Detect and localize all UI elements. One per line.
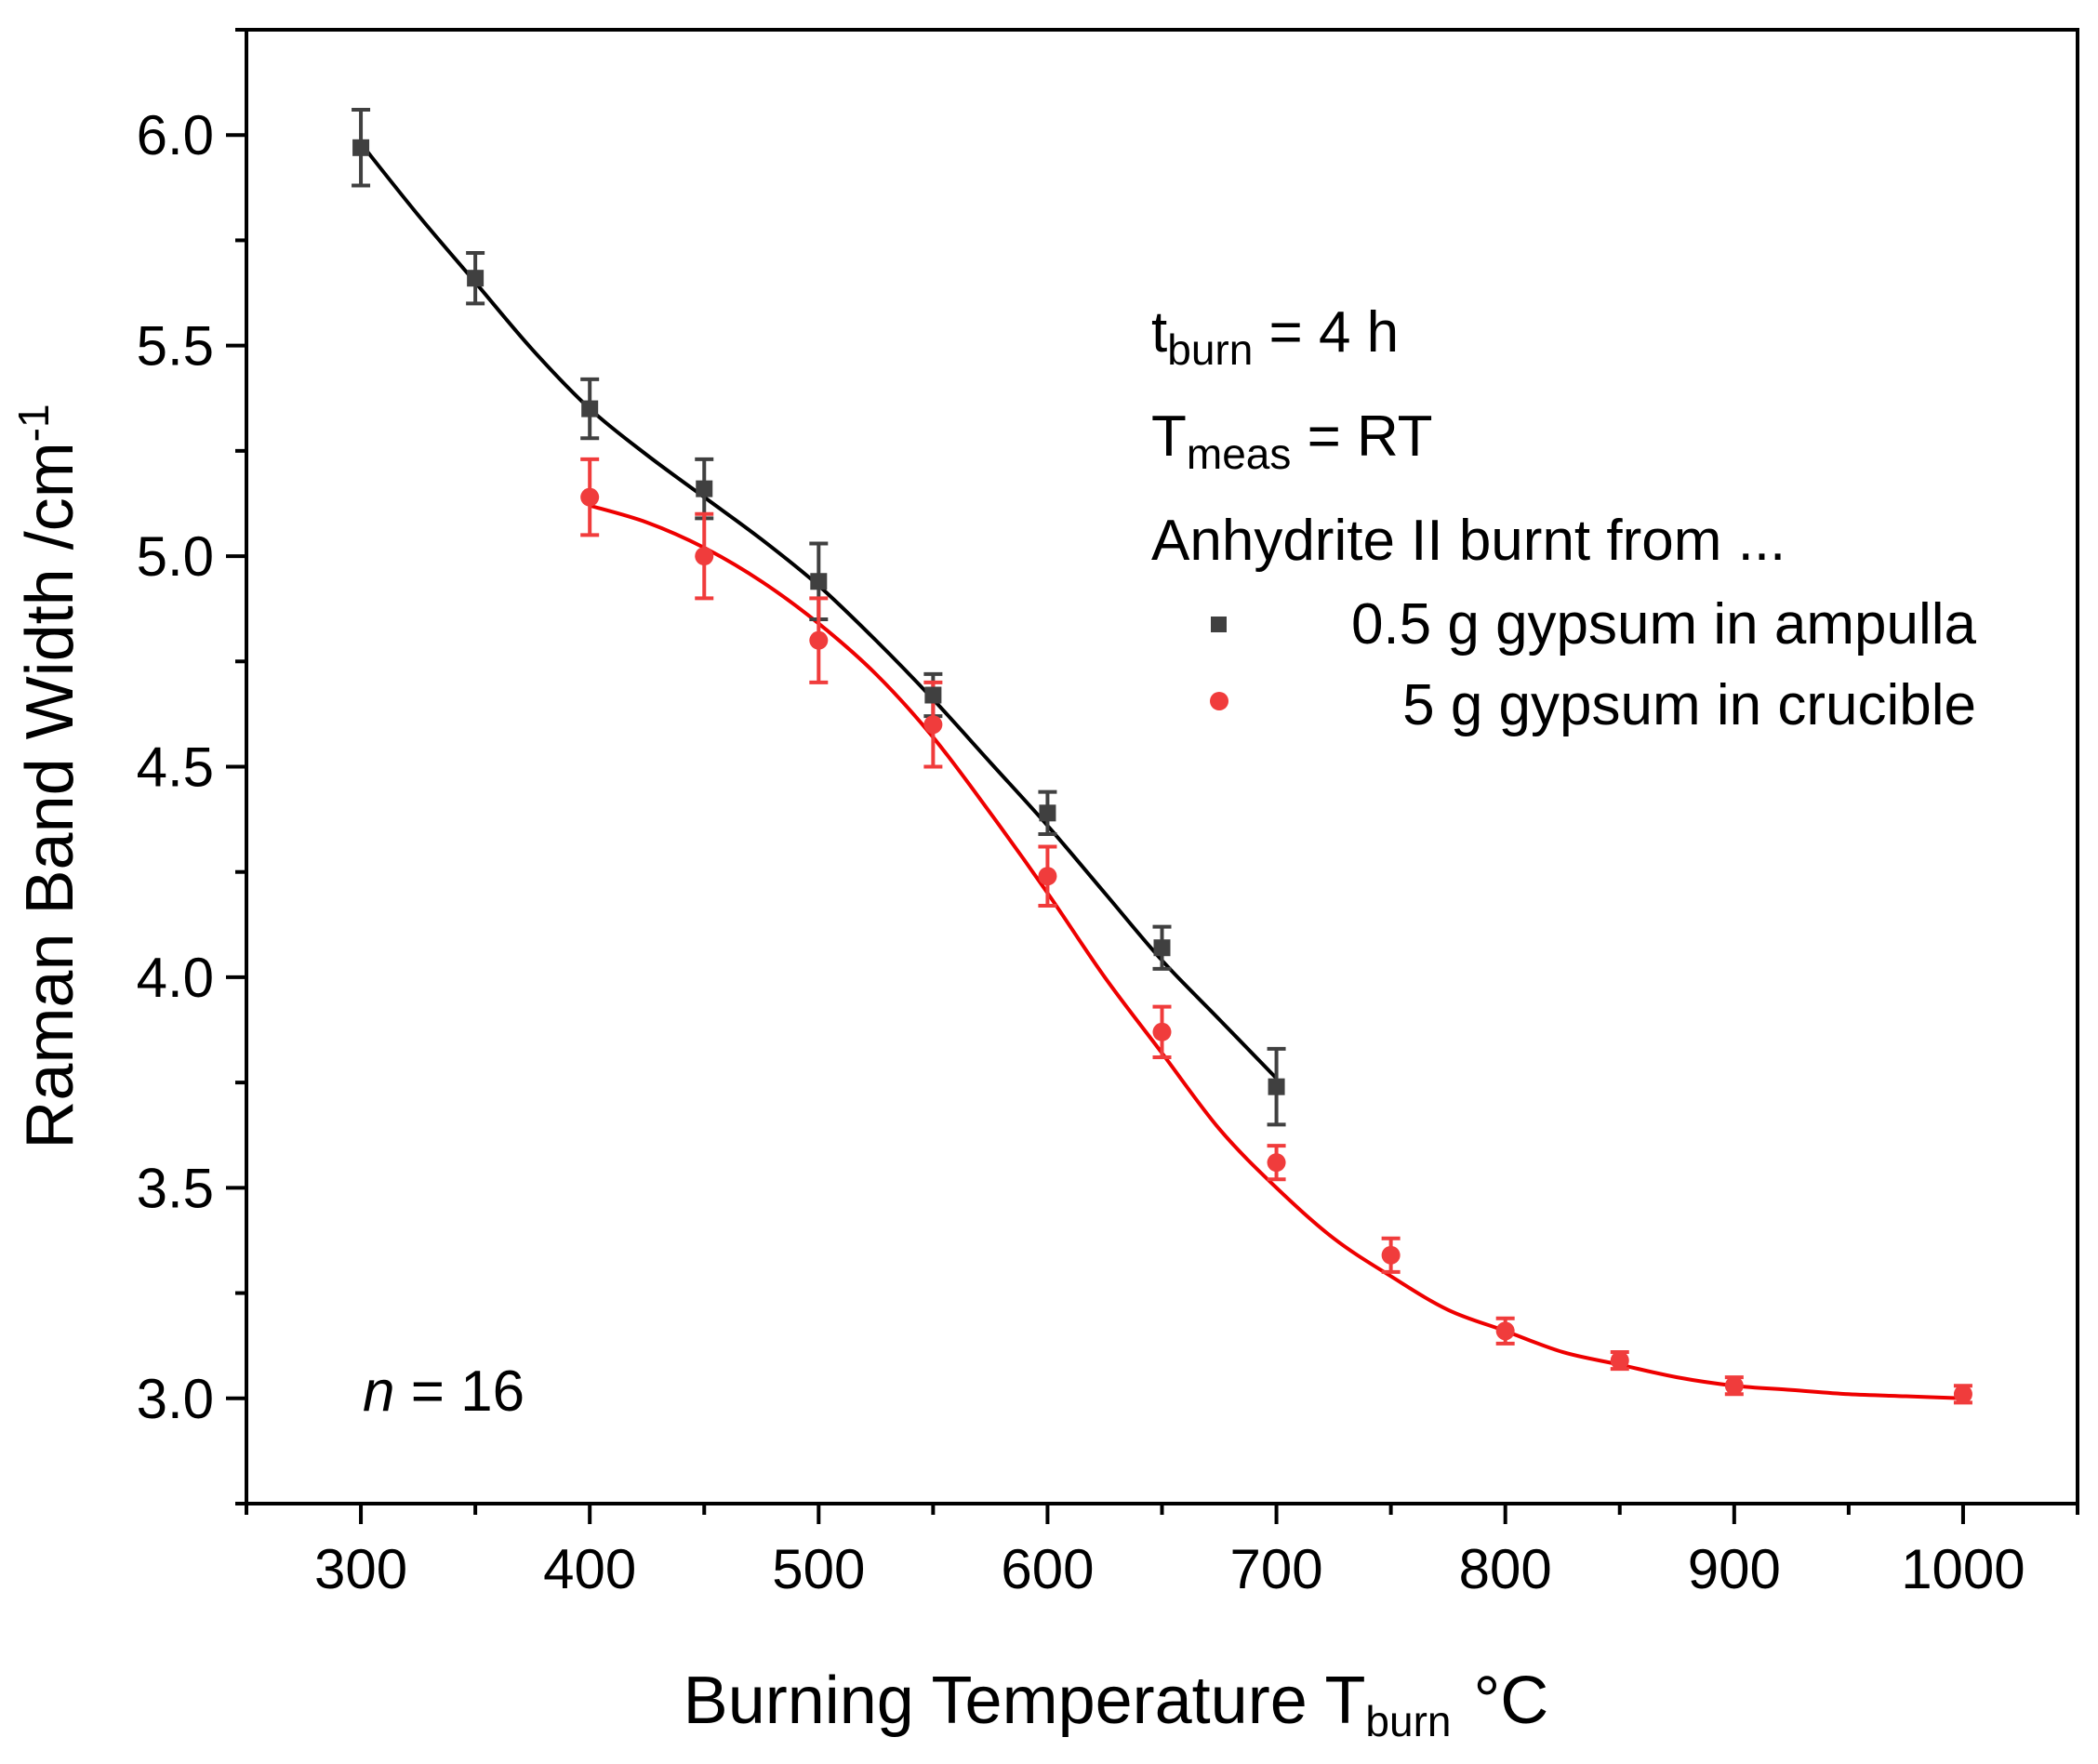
annotation-tmeas: Tmeas = RT [1151, 405, 1433, 478]
data-point-crucible [809, 630, 829, 650]
x-tick-label: 400 [543, 1538, 636, 1600]
data-point-crucible [1495, 1321, 1515, 1341]
data-point-ampulla [810, 573, 828, 590]
data-point-ampulla [1039, 804, 1056, 822]
x-axis-title: Burning Temperature Tburn °C [684, 1664, 1549, 1745]
annotation-tburn: tburn = 4 h [1151, 300, 1399, 374]
data-point-ampulla [1153, 939, 1171, 957]
data-point-crucible [1038, 867, 1057, 886]
data-point-crucible [1152, 1022, 1172, 1041]
data-point-ampulla [352, 139, 370, 156]
y-tick-label: 5.5 [137, 315, 214, 378]
axes [226, 28, 2079, 1524]
data-point-ampulla [1268, 1078, 1285, 1095]
tick-labels: 300 400 500 600 700 800 900 1000 3.0 3.5 4.0 4.5 5.0… [137, 104, 2025, 1600]
y-tick-label: 4.5 [137, 736, 214, 799]
x-tick-label: 500 [772, 1538, 865, 1600]
x-tick-label: 900 [1688, 1538, 1781, 1600]
legend-marker-circle [1210, 692, 1228, 710]
data-point-crucible [1381, 1245, 1401, 1265]
annotation-n: n = 16 [363, 1359, 524, 1424]
data-point-crucible [695, 547, 714, 566]
legend-marker-square [1211, 617, 1227, 632]
data-point-ampulla [924, 686, 942, 704]
data-point-crucible [1267, 1153, 1286, 1173]
data-point-ampulla [696, 480, 713, 497]
y-tick-label: 4.0 [137, 947, 214, 1009]
y-tick-label: 3.0 [137, 1368, 214, 1430]
legend-label-ampulla: 0.5 g gypsum in ampulla [1351, 592, 1977, 657]
data-point-crucible [1953, 1385, 1972, 1404]
y-tick-label: 3.5 [137, 1157, 214, 1219]
x-tick-label: 300 [314, 1538, 407, 1600]
legend-heading: Anhydrite II burnt from ... [1151, 509, 1786, 573]
y-axis-title: Raman Band Width /cm-1 [9, 404, 87, 1148]
y-tick-label: 6.0 [137, 104, 214, 166]
x-tick-label: 700 [1230, 1538, 1323, 1600]
plot-frame [245, 28, 2079, 1505]
legend-label-crucible: 5 g gypsum in crucible [1402, 673, 1976, 737]
data-point-ampulla [467, 270, 485, 287]
x-tick-label: 800 [1459, 1538, 1552, 1600]
data-point-crucible [580, 487, 600, 507]
legend-entry-crucible: 5 g gypsum in crucible [1210, 673, 1976, 737]
data-point-ampulla [581, 400, 599, 418]
y-tick-label: 5.0 [137, 525, 214, 588]
data-point-crucible [923, 715, 943, 735]
x-tick-label: 1000 [1901, 1538, 2025, 1600]
data-point-crucible [1724, 1376, 1744, 1396]
fit-curve-ampulla [359, 142, 1278, 1081]
data-markers [352, 139, 1972, 1404]
legend-entry-ampulla: 0.5 g gypsum in ampulla [1211, 592, 1977, 657]
x-tick-label: 600 [1001, 1538, 1094, 1600]
data-point-crucible [1610, 1351, 1629, 1371]
